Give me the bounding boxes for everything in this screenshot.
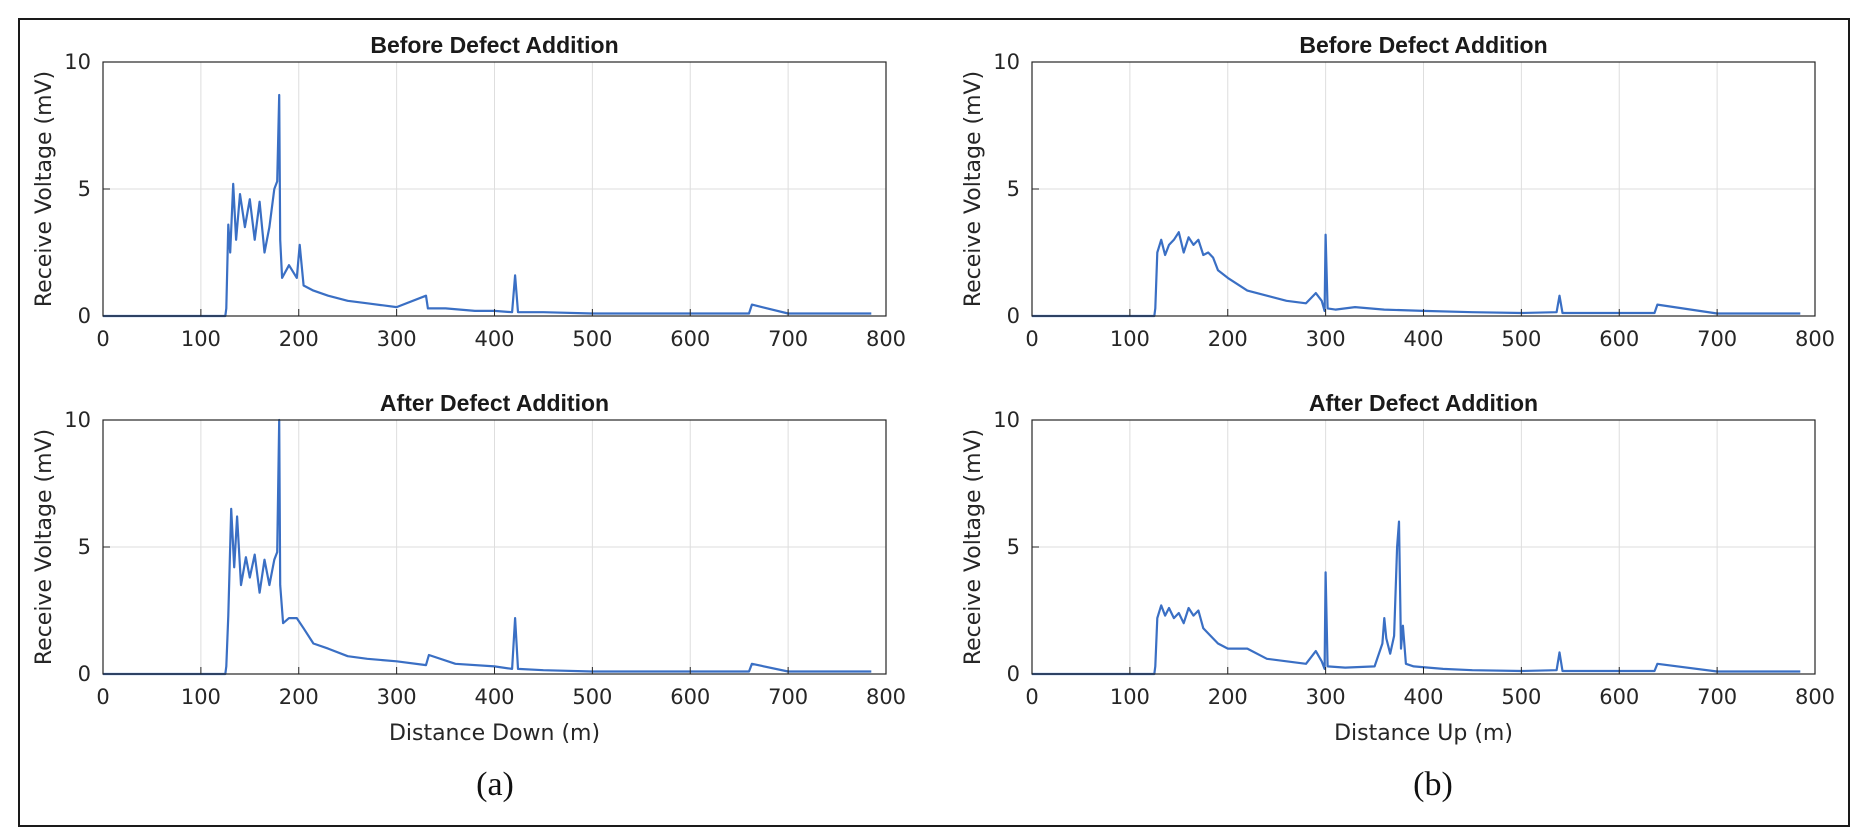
x-tick-label: 400	[1403, 327, 1443, 351]
x-tick-label: 500	[572, 327, 612, 351]
chart-b-top: 0 100 200 300 400 500 600 700 800 0 5 10 Before Defe…	[961, 32, 1835, 351]
x-tick-label: 500	[1501, 685, 1541, 709]
x-axis-label: Distance Up (m)	[1334, 721, 1513, 746]
x-tick-label: 700	[1697, 327, 1737, 351]
y-tick-label: 5	[1007, 535, 1020, 559]
chart-a-bottom: 0 100 200 300 400 500 600 700 800 0 5 10 After Defec…	[32, 390, 906, 746]
chart-a-top: 0 100 200 300 400 500 600 700 800 0 5 10 Before Defe…	[32, 32, 906, 351]
y-tick-label: 5	[1007, 177, 1020, 201]
x-tick-label: 700	[768, 327, 808, 351]
x-tick-label: 300	[1306, 327, 1346, 351]
x-tick-label: 100	[181, 685, 221, 709]
x-tick-label: 400	[474, 327, 514, 351]
y-tick-label: 0	[1007, 662, 1020, 686]
y-tick-label: 10	[64, 50, 91, 74]
y-tick-label: 5	[78, 535, 91, 559]
y-tick-label: 0	[1007, 304, 1020, 328]
series-line	[1032, 520, 1801, 676]
series-line	[1032, 231, 1801, 318]
x-tick-label: 200	[279, 685, 319, 709]
y-tick-label: 10	[64, 408, 91, 432]
x-tick-label: 200	[1208, 685, 1248, 709]
x-tick-label: 0	[1025, 327, 1038, 351]
series-line	[103, 418, 872, 676]
y-tick-label: 5	[78, 177, 91, 201]
y-tick-label: 10	[993, 408, 1020, 432]
x-tick-label: 200	[279, 327, 319, 351]
x-tick-label: 200	[1208, 327, 1248, 351]
x-tick-label: 300	[377, 327, 417, 351]
x-tick-label: 400	[474, 685, 514, 709]
y-axis-label: Receive Voltage (mV)	[32, 71, 57, 307]
x-tick-label: 600	[1599, 327, 1639, 351]
series-line	[103, 93, 872, 318]
chart-title: Before Defect Addition	[1299, 32, 1547, 58]
y-axis-label: Receive Voltage (mV)	[961, 71, 986, 307]
panel-label-b: (b)	[1413, 766, 1453, 803]
chart-title: After Defect Addition	[380, 390, 609, 416]
x-tick-label: 800	[866, 327, 906, 351]
x-tick-label: 800	[1795, 685, 1835, 709]
figure-frame	[18, 18, 1850, 827]
x-tick-label: 600	[670, 327, 710, 351]
y-axis-label: Receive Voltage (mV)	[32, 429, 57, 665]
y-axis-label: Receive Voltage (mV)	[961, 429, 986, 665]
x-axis-label: Distance Down (m)	[389, 721, 600, 746]
y-tick-label: 10	[993, 50, 1020, 74]
x-tick-label: 500	[1501, 327, 1541, 351]
x-tick-label: 0	[96, 685, 109, 709]
chart-title: Before Defect Addition	[370, 32, 618, 58]
x-tick-label: 300	[377, 685, 417, 709]
x-tick-label: 100	[181, 327, 221, 351]
y-tick-label: 0	[78, 304, 91, 328]
x-tick-label: 300	[1306, 685, 1346, 709]
x-tick-label: 800	[1795, 327, 1835, 351]
x-tick-label: 100	[1110, 685, 1150, 709]
x-tick-label: 600	[1599, 685, 1639, 709]
x-tick-label: 700	[1697, 685, 1737, 709]
x-tick-label: 0	[96, 327, 109, 351]
x-tick-label: 100	[1110, 327, 1150, 351]
x-tick-label: 600	[670, 685, 710, 709]
x-tick-label: 800	[866, 685, 906, 709]
x-tick-label: 400	[1403, 685, 1443, 709]
y-tick-label: 0	[78, 662, 91, 686]
x-tick-label: 500	[572, 685, 612, 709]
chart-title: After Defect Addition	[1309, 390, 1538, 416]
x-tick-label: 700	[768, 685, 808, 709]
chart-b-bottom: 0 100 200 300 400 500 600 700 800 0 5 10 After Defec…	[961, 390, 1835, 746]
panel-label-a: (a)	[476, 766, 514, 803]
x-tick-label: 0	[1025, 685, 1038, 709]
